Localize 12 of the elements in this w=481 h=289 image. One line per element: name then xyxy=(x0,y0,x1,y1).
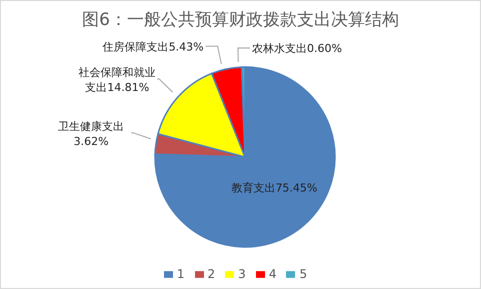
chart-title: 图6：一般公共预算财政拨款支出决算结构 xyxy=(81,9,400,31)
legend-label: 1 xyxy=(176,267,185,281)
legend-label: 4 xyxy=(268,267,276,281)
legend-label: 3 xyxy=(238,267,246,281)
data-label: 住房保障支出5.43% xyxy=(102,40,204,54)
data-label: 卫生健康支出3.62% xyxy=(58,120,124,148)
data-label: 社会保障和就业支出14.81% xyxy=(78,66,156,94)
data-label: 教育支出75.45% xyxy=(231,182,318,195)
legend-label: 2 xyxy=(208,267,216,281)
pie-slice xyxy=(154,66,336,248)
data-label: 农林水支出0.60% xyxy=(252,42,342,56)
legend-label: 5 xyxy=(299,267,308,281)
